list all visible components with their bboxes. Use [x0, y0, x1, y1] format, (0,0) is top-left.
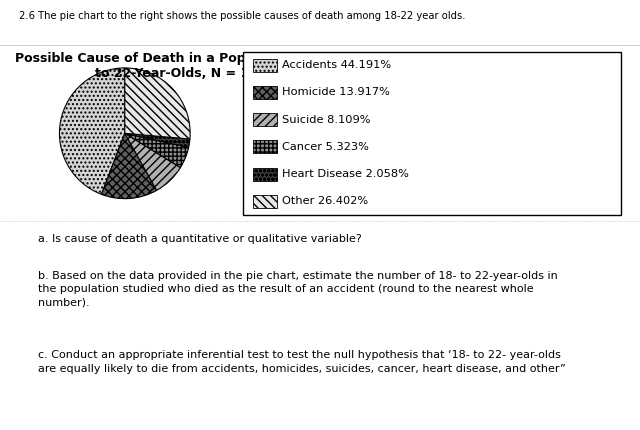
Text: b. Based on the data provided in the pie chart, estimate the number of 18- to 22: b. Based on the data provided in the pie… — [38, 271, 558, 307]
Text: c. Conduct an appropriate inferential test to test the null hypothesis that ‘18-: c. Conduct an appropriate inferential te… — [38, 350, 566, 374]
Wedge shape — [125, 133, 189, 168]
Text: a. Is cause of death a quantitative or qualitative variable?: a. Is cause of death a quantitative or q… — [38, 234, 362, 244]
Wedge shape — [125, 133, 190, 147]
Wedge shape — [60, 68, 125, 194]
Text: Accidents 44.191%: Accidents 44.191% — [282, 60, 392, 70]
Text: to 22-Year-Olds, N = 19,548: to 22-Year-Olds, N = 19,548 — [95, 67, 289, 80]
Wedge shape — [102, 133, 157, 199]
Text: Suicide 8.109%: Suicide 8.109% — [282, 115, 371, 125]
Text: Heart Disease 2.058%: Heart Disease 2.058% — [282, 169, 409, 179]
Wedge shape — [125, 68, 190, 139]
Text: Homicide 13.917%: Homicide 13.917% — [282, 87, 390, 98]
Text: Possible Cause of Death in a Population Among 18: Possible Cause of Death in a Population … — [15, 52, 369, 65]
Text: Cancer 5.323%: Cancer 5.323% — [282, 142, 369, 152]
Wedge shape — [125, 133, 180, 190]
Text: Other 26.402%: Other 26.402% — [282, 197, 369, 206]
Text: 2.6 The pie chart to the right shows the possible causes of death among 18-22 ye: 2.6 The pie chart to the right shows the… — [19, 11, 466, 21]
